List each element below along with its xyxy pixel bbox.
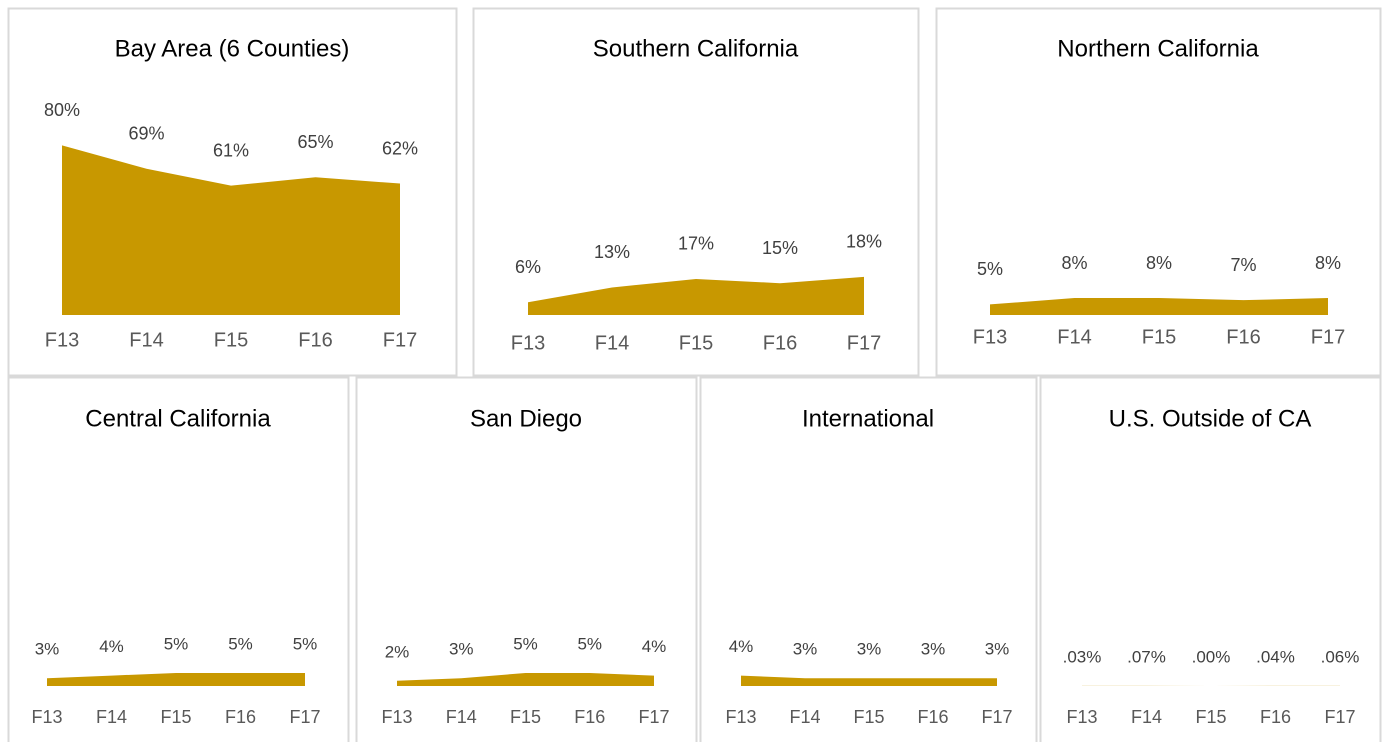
data-label: 5%	[977, 259, 1003, 279]
x-tick-label: F14	[1131, 707, 1162, 727]
panel	[472, 7, 920, 377]
x-tick-label: F14	[446, 707, 477, 727]
x-tick-label: F16	[574, 707, 605, 727]
x-tick-label: F16	[917, 707, 948, 727]
x-tick-label: F13	[381, 707, 412, 727]
data-label: 8%	[1146, 253, 1172, 273]
data-label: 6%	[515, 257, 541, 277]
x-tick-label: F13	[31, 707, 62, 727]
area	[990, 298, 1328, 315]
data-label: 5%	[164, 634, 189, 653]
data-label: 18%	[846, 232, 882, 252]
x-tick-label: F16	[1260, 707, 1291, 727]
x-tick-label: F14	[129, 329, 163, 351]
area	[62, 145, 400, 315]
x-tick-label: F16	[1226, 326, 1260, 348]
chart-title: Southern California	[593, 35, 799, 62]
chart-title: Northern California	[1057, 35, 1259, 62]
chart-title: Bay Area (6 Counties)	[115, 35, 350, 62]
chart-title: International	[802, 405, 934, 432]
x-tick-label: F17	[289, 707, 320, 727]
data-label: 5%	[513, 634, 538, 653]
area	[397, 673, 654, 686]
x-tick-label: F17	[638, 707, 669, 727]
data-label: .04%	[1256, 647, 1295, 666]
data-label: 5%	[577, 634, 602, 653]
data-label: 4%	[99, 637, 124, 656]
x-tick-label: F14	[789, 707, 820, 727]
panel	[1039, 376, 1382, 742]
x-tick-label: F17	[847, 332, 881, 354]
x-tick-label: F16	[298, 329, 332, 351]
data-label: 80%	[44, 100, 80, 120]
area	[741, 675, 997, 686]
x-tick-label: F14	[595, 332, 629, 354]
area	[528, 276, 864, 315]
data-label: 3%	[793, 640, 818, 659]
data-label: .03%	[1063, 647, 1102, 666]
data-label: 15%	[762, 238, 798, 258]
data-label: 8%	[1061, 253, 1087, 273]
data-label: 3%	[857, 640, 882, 659]
data-label: 3%	[985, 640, 1010, 659]
chart-title: San Diego	[470, 405, 582, 432]
x-tick-label: F13	[725, 707, 756, 727]
data-label: 7%	[1230, 255, 1256, 275]
x-tick-label: F14	[96, 707, 127, 727]
x-tick-label: F17	[383, 329, 417, 351]
data-label: 5%	[293, 634, 318, 653]
data-label: 13%	[594, 242, 630, 262]
x-tick-label: F17	[1311, 326, 1345, 348]
data-label: .07%	[1127, 647, 1166, 666]
data-label: 3%	[449, 640, 474, 659]
x-tick-label: F15	[510, 707, 541, 727]
data-label: 8%	[1315, 253, 1341, 273]
data-label: .06%	[1321, 647, 1360, 666]
data-label: 2%	[385, 642, 410, 661]
data-label: 3%	[921, 640, 946, 659]
x-tick-label: F15	[1142, 326, 1176, 348]
x-tick-label: F16	[225, 707, 256, 727]
area	[47, 673, 305, 686]
x-tick-label: F13	[511, 332, 545, 354]
data-label: 61%	[213, 140, 249, 160]
x-tick-label: F15	[853, 707, 884, 727]
panel	[935, 7, 1382, 377]
x-tick-label: F15	[160, 707, 191, 727]
data-label: .00%	[1192, 647, 1231, 666]
x-tick-label: F13	[973, 326, 1007, 348]
chart-title: U.S. Outside of CA	[1109, 405, 1312, 432]
x-tick-label: F15	[1195, 707, 1226, 727]
x-tick-label: F14	[1057, 326, 1091, 348]
data-label: 4%	[729, 637, 754, 656]
data-label: 65%	[297, 132, 333, 152]
x-tick-label: F13	[1066, 707, 1097, 727]
chart-title: Central California	[85, 405, 271, 432]
data-label: 4%	[642, 637, 667, 656]
x-tick-label: F15	[214, 329, 248, 351]
x-tick-label: F17	[1324, 707, 1355, 727]
data-label: 69%	[128, 123, 164, 143]
x-tick-label: F16	[763, 332, 797, 354]
x-tick-label: F17	[981, 707, 1012, 727]
data-label: 3%	[35, 640, 60, 659]
x-tick-label: F13	[45, 329, 79, 351]
data-label: 5%	[228, 634, 253, 653]
data-label: 17%	[678, 234, 714, 254]
data-label: 62%	[382, 138, 418, 158]
x-tick-label: F15	[679, 332, 713, 354]
